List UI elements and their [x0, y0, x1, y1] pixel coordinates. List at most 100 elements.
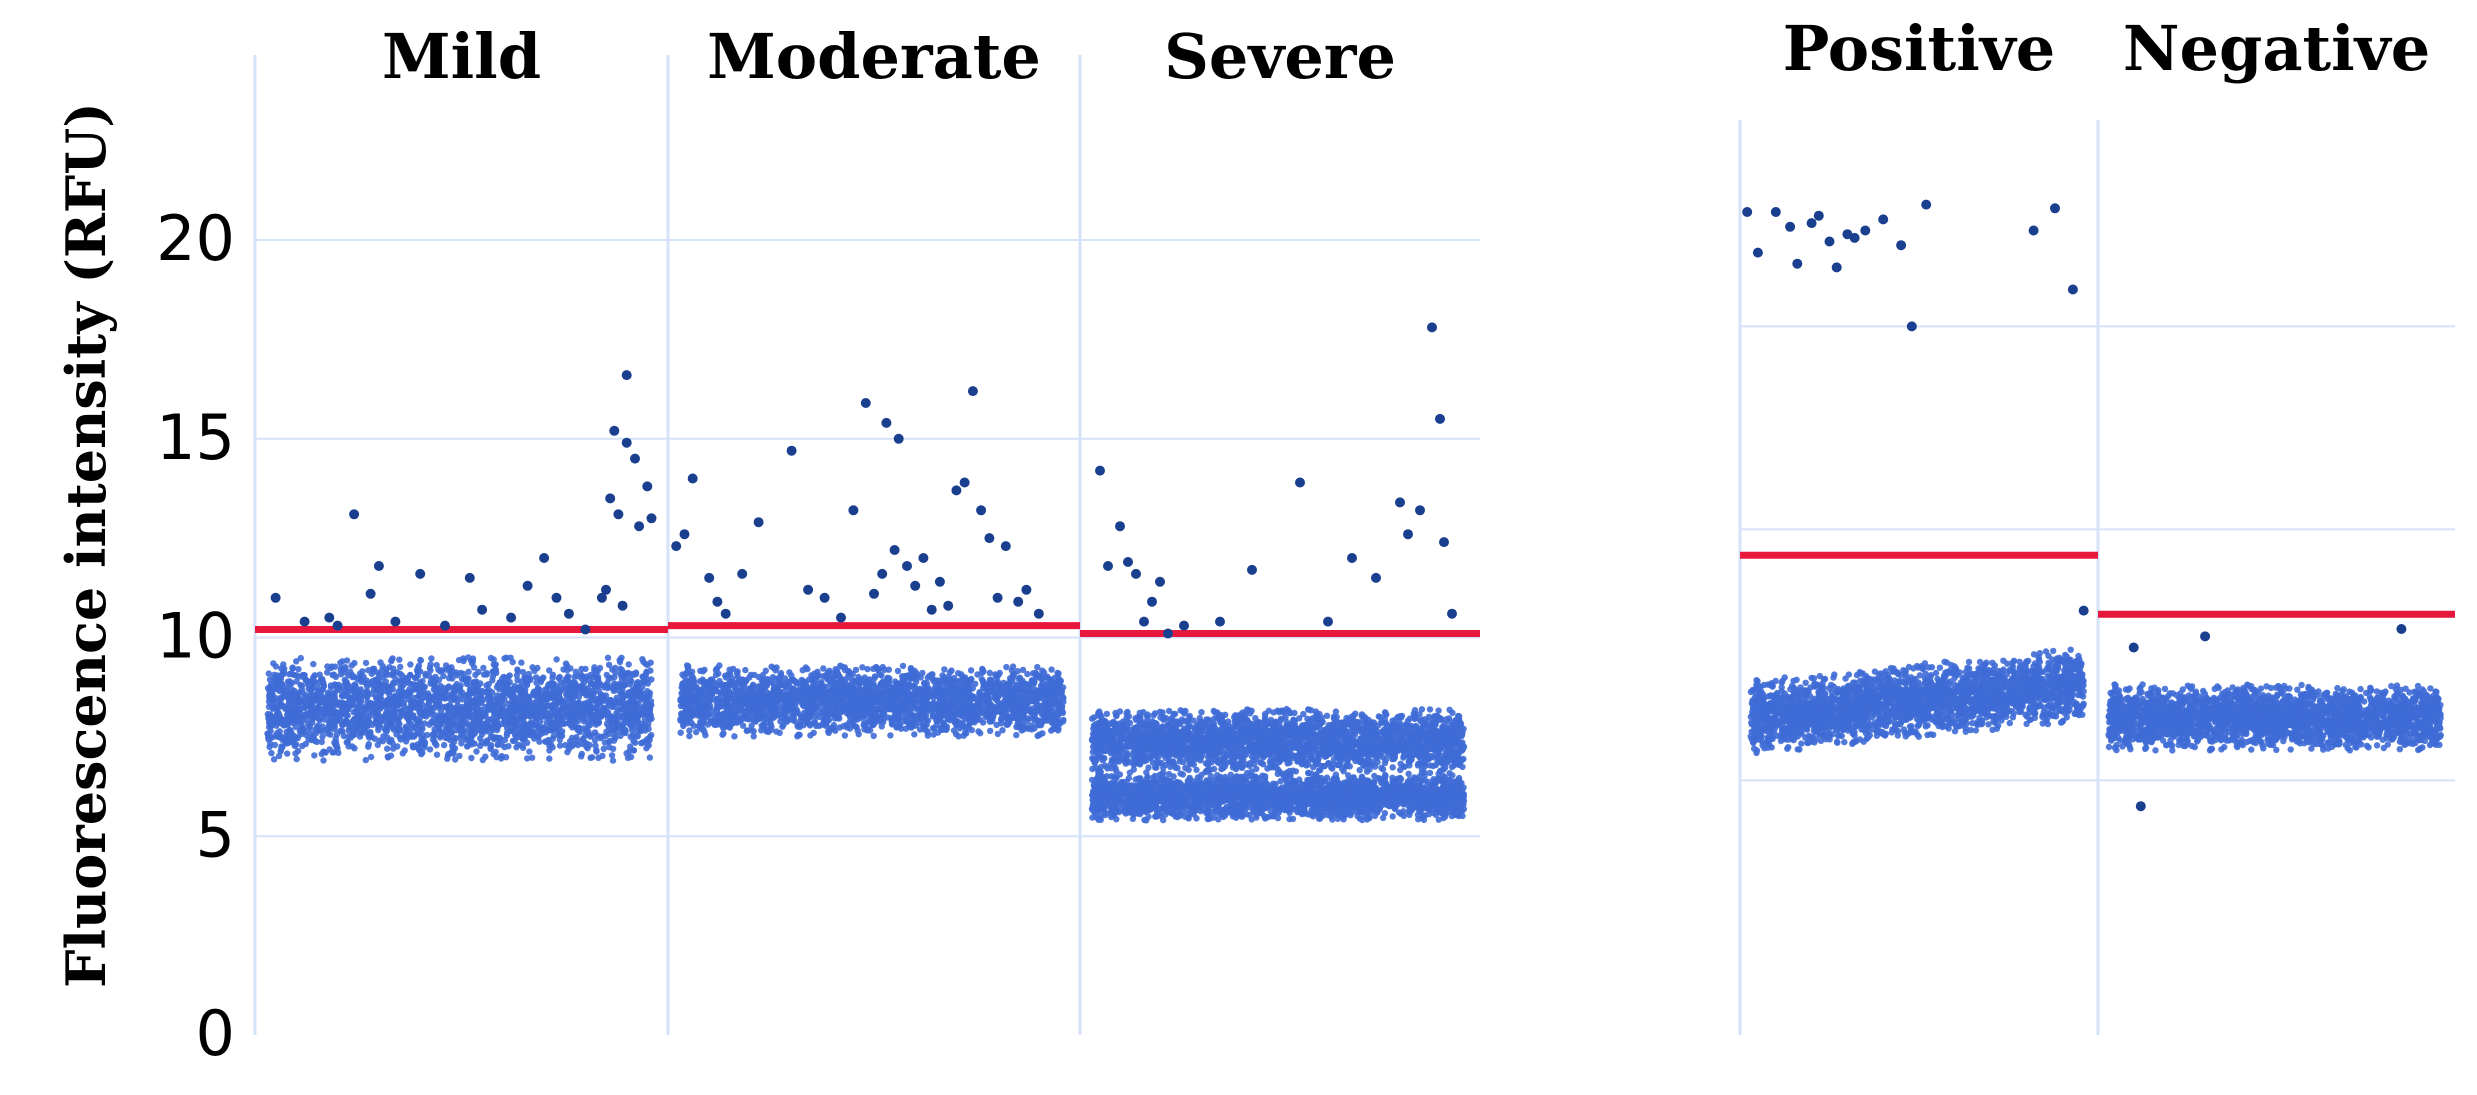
data-point — [891, 695, 898, 702]
data-point — [955, 733, 962, 740]
data-point — [380, 733, 387, 740]
data-point — [344, 705, 351, 713]
data-point — [274, 685, 282, 692]
data-point — [911, 731, 918, 738]
data-point — [441, 695, 449, 702]
data-point — [463, 700, 471, 707]
data-point — [924, 674, 931, 681]
data-point — [513, 685, 520, 693]
data-point — [693, 728, 700, 736]
data-point — [571, 679, 579, 686]
data-point — [461, 718, 468, 726]
data-point — [528, 754, 536, 761]
data-point — [644, 740, 651, 747]
data-point — [968, 693, 976, 700]
data-point — [644, 680, 652, 687]
data-point — [799, 667, 806, 674]
data-point — [616, 656, 623, 664]
data-point — [646, 708, 653, 716]
data-point — [372, 693, 380, 700]
data-point — [495, 740, 502, 748]
data-point — [555, 729, 562, 736]
data-point — [547, 680, 555, 687]
data-point — [846, 725, 854, 732]
data-point — [639, 673, 646, 680]
outlier-point — [324, 612, 335, 623]
data-point — [978, 669, 986, 677]
data-point — [320, 695, 327, 703]
data-point — [600, 705, 607, 712]
data-point — [502, 710, 510, 717]
data-point — [414, 705, 421, 712]
data-point — [796, 731, 803, 738]
data-point — [512, 694, 519, 701]
data-point — [384, 754, 392, 761]
data-point — [324, 669, 331, 676]
data-point — [632, 739, 639, 746]
data-point — [716, 662, 723, 669]
data-point — [961, 729, 969, 736]
data-point — [399, 750, 406, 757]
data-point — [1000, 701, 1007, 708]
data-point — [422, 672, 429, 679]
data-point — [427, 661, 434, 668]
data-point — [644, 688, 651, 695]
data-point — [417, 656, 424, 664]
data-point — [400, 734, 408, 741]
data-point — [633, 704, 641, 711]
data-point — [593, 748, 600, 755]
outlier-point — [621, 437, 632, 448]
data-point — [582, 665, 589, 673]
data-point — [634, 733, 641, 740]
data-point — [374, 675, 381, 682]
data-point — [870, 732, 877, 740]
data-point — [584, 699, 592, 706]
data-point — [645, 725, 652, 732]
data-point — [958, 671, 965, 678]
data-point — [338, 700, 346, 708]
data-point — [398, 707, 405, 715]
data-point — [531, 729, 539, 736]
data-point — [327, 664, 334, 672]
outlier-point — [477, 604, 488, 615]
outlier-point — [563, 608, 574, 619]
data-point — [686, 727, 693, 734]
data-point — [1019, 677, 1026, 684]
data-point — [555, 690, 562, 697]
data-point — [864, 665, 871, 673]
data-point — [362, 659, 370, 667]
data-point — [397, 663, 404, 671]
data-point — [469, 660, 476, 667]
data-point — [565, 687, 573, 694]
outlier-point — [349, 509, 360, 520]
data-point — [289, 664, 296, 671]
data-point — [677, 729, 684, 736]
data-point — [618, 672, 625, 679]
outlier-point — [621, 370, 632, 381]
data-point — [597, 734, 604, 742]
data-point — [907, 666, 915, 673]
data-point — [608, 752, 616, 759]
data-point — [571, 688, 579, 695]
data-point — [450, 735, 457, 742]
data-point — [604, 654, 612, 661]
data-point — [526, 748, 533, 755]
data-point — [489, 673, 497, 680]
data-point — [440, 712, 447, 719]
data-point — [383, 720, 390, 728]
data-point — [451, 694, 459, 702]
group-mild: Mild — [255, 20, 668, 764]
data-point — [442, 704, 450, 711]
data-point — [343, 718, 350, 725]
data-point — [428, 655, 435, 662]
data-point — [407, 661, 414, 668]
data-point — [797, 684, 804, 691]
data-point — [415, 662, 423, 669]
data-point — [308, 719, 316, 726]
data-point — [629, 711, 637, 719]
data-point — [350, 682, 357, 690]
data-point — [455, 656, 463, 664]
data-point — [501, 696, 508, 703]
data-point — [1039, 679, 1047, 686]
data-point — [386, 664, 393, 671]
